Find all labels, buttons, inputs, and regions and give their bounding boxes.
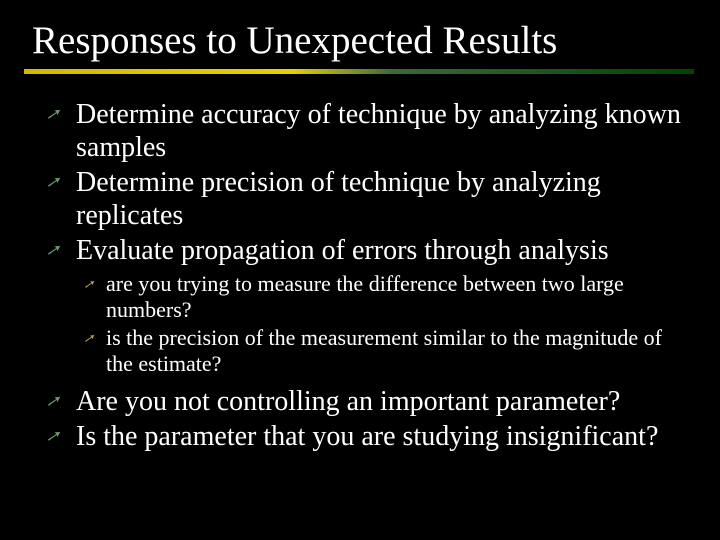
sub-bullet-text: are you trying to measure the difference… (106, 271, 624, 322)
bullet-item: ➚ Are you not controlling an important p… (46, 385, 692, 418)
bullet-text: Determine accuracy of technique by analy… (76, 99, 681, 163)
arrow-icon: ➚ (44, 174, 61, 193)
bullet-text: Determine precision of technique by anal… (76, 167, 601, 231)
sub-bullet-text: is the precision of the measurement simi… (106, 325, 662, 376)
sub-bullet-item: ➚ are you trying to measure the differen… (84, 271, 692, 323)
bullet-text: Evaluate propagation of errors through a… (76, 235, 609, 266)
arrow-icon: ➚ (44, 428, 61, 447)
bullet-text: Are you not controlling an important par… (76, 386, 620, 417)
arrow-icon: ➚ (83, 331, 96, 345)
sub-bullet-item: ➚ is the precision of the measurement si… (84, 325, 692, 377)
main-bullet-list-2: ➚ Are you not controlling an important p… (28, 385, 692, 453)
sub-bullet-list: ➚ are you trying to measure the differen… (28, 271, 692, 377)
main-bullet-list: ➚ Determine accuracy of technique by ana… (28, 98, 692, 267)
arrow-icon: ➚ (44, 393, 61, 412)
bullet-item: ➚ Is the parameter that you are studying… (46, 420, 692, 453)
bullet-text: Is the parameter that you are studying i… (76, 421, 658, 452)
bullet-item: ➚ Determine precision of technique by an… (46, 166, 692, 232)
arrow-icon: ➚ (83, 277, 96, 291)
title-divider (24, 69, 694, 74)
slide: Responses to Unexpected Results ➚ Determ… (0, 0, 720, 540)
bullet-item: ➚ Determine accuracy of technique by ana… (46, 98, 692, 164)
arrow-icon: ➚ (44, 242, 61, 261)
arrow-icon: ➚ (44, 106, 61, 125)
bullet-item: ➚ Evaluate propagation of errors through… (46, 234, 692, 267)
slide-title: Responses to Unexpected Results (32, 18, 692, 63)
